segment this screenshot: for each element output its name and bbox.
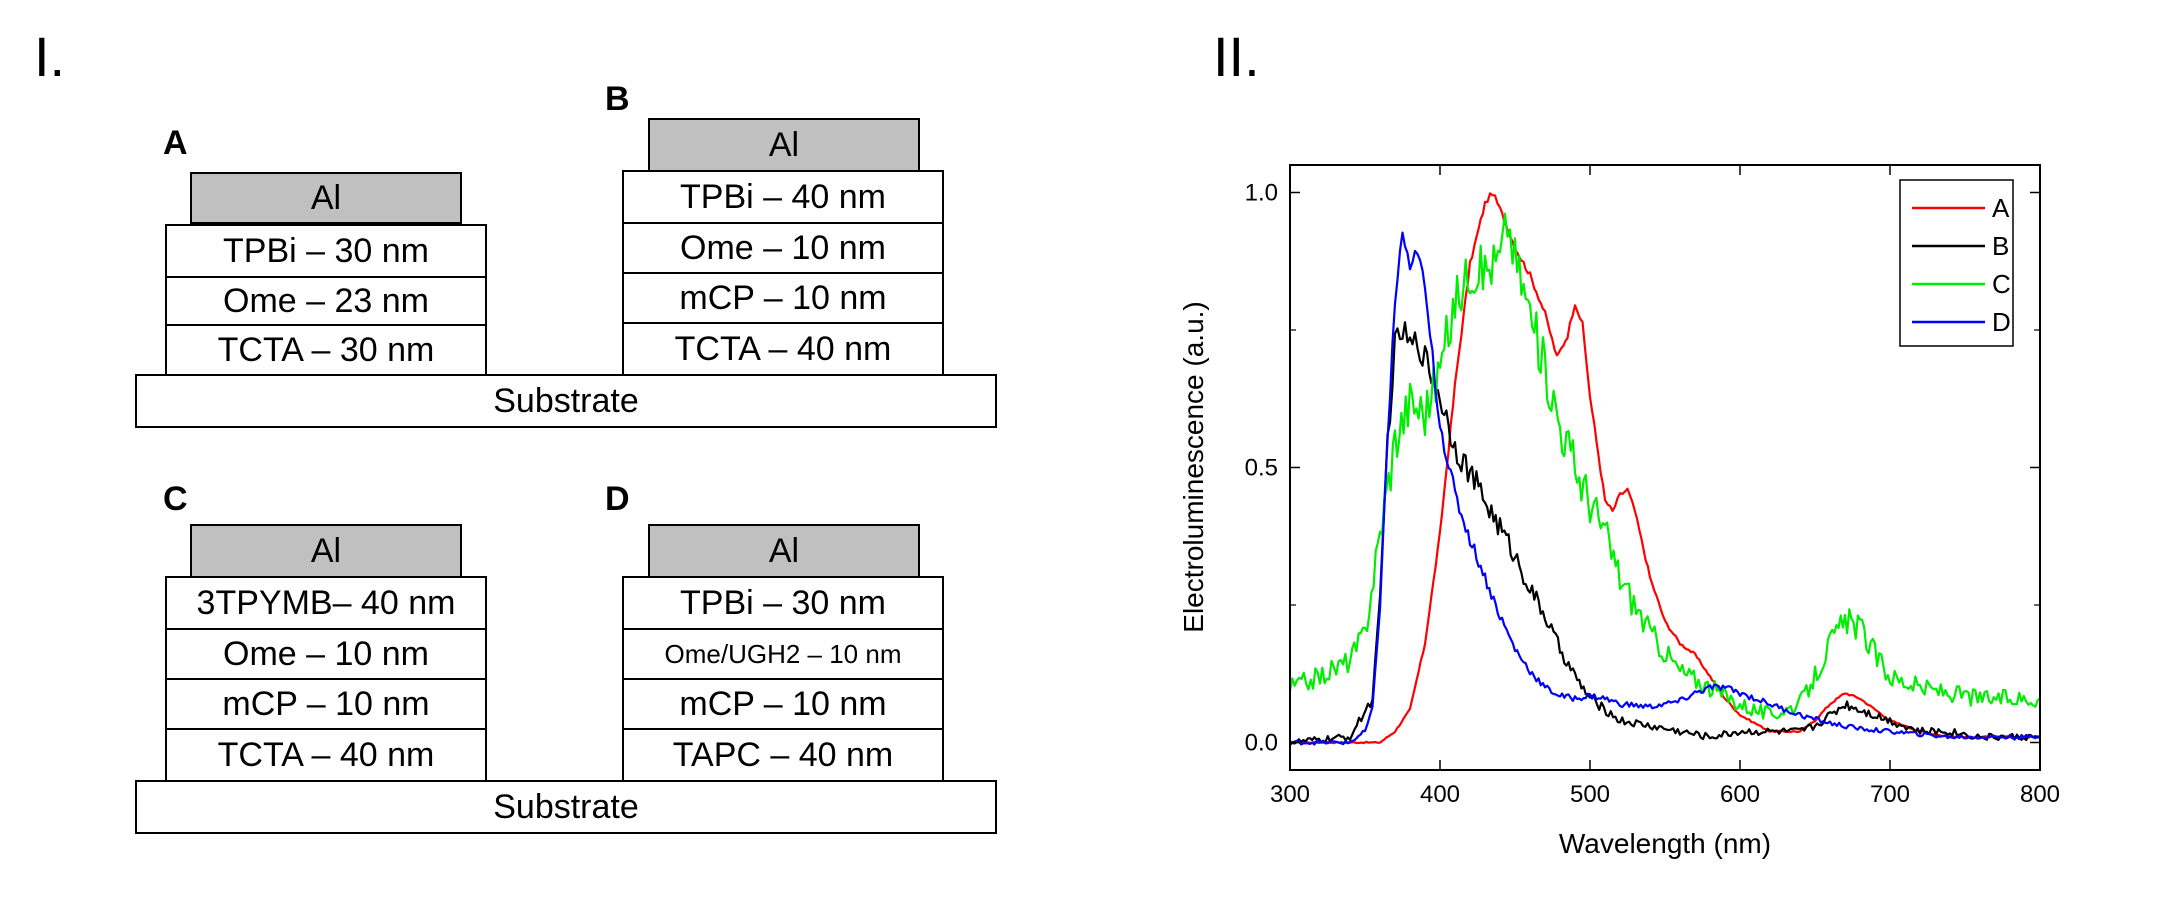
series-line-a: [1290, 192, 2040, 745]
legend-label-b: B: [1992, 231, 2009, 261]
device-b-layer-3: mCP – 10 nm: [622, 272, 944, 324]
x-tick-label: 800: [2020, 781, 2060, 808]
x-tick-label: 300: [1270, 781, 1310, 808]
device-d-al-layer: Al: [648, 524, 920, 578]
legend-label-a: A: [1992, 193, 2010, 223]
device-a-al-layer: Al: [190, 172, 462, 224]
y-axis-label: Electroluminescence (a.u.): [1178, 301, 1209, 632]
device-c-layer-1: 3TPYMB– 40 nm: [165, 576, 487, 630]
device-a-letter: A: [163, 124, 188, 162]
device-b-layer-1: TPBi – 40 nm: [622, 170, 944, 224]
substrate-top: Substrate: [135, 374, 997, 428]
panel-label-right: II.: [1213, 25, 1260, 88]
legend-label-d: D: [1992, 307, 2011, 337]
device-c-layer-3: mCP – 10 nm: [165, 678, 487, 730]
y-tick-label: 0.5: [1245, 455, 1278, 482]
legend-label-c: C: [1992, 269, 2011, 299]
x-tick-label: 400: [1420, 781, 1460, 808]
device-d-layer-2: Ome/UGH2 – 10 nm: [622, 628, 944, 680]
device-a-layer-2: Ome – 23 nm: [165, 276, 487, 326]
x-tick-label: 500: [1570, 781, 1610, 808]
device-d-layer-3: mCP – 10 nm: [622, 678, 944, 730]
device-d-layer-1: TPBi – 30 nm: [622, 576, 944, 630]
x-axis-label: Wavelength (nm): [1559, 828, 1771, 859]
series-line-d: [1290, 231, 2040, 746]
y-tick-label: 0.0: [1245, 730, 1278, 757]
substrate-bottom: Substrate: [135, 780, 997, 834]
device-c-layer-4: TCTA – 40 nm: [165, 728, 487, 782]
series-line-b: [1290, 321, 2040, 746]
series-line-c: [1290, 212, 2040, 720]
device-c-layer-2: Ome – 10 nm: [165, 628, 487, 680]
x-tick-label: 600: [1720, 781, 1760, 808]
device-b-layer-2: Ome – 10 nm: [622, 222, 944, 274]
device-d-layer-4: TAPC – 40 nm: [622, 728, 944, 782]
device-c-letter: C: [163, 480, 188, 518]
device-a-layer-3: TCTA – 30 nm: [165, 324, 487, 376]
y-tick-label: 1.0: [1245, 180, 1278, 207]
panel-label-left: I.: [34, 25, 66, 88]
x-tick-label: 700: [1870, 781, 1910, 808]
device-b-letter: B: [605, 80, 630, 118]
device-d-letter: D: [605, 480, 630, 518]
